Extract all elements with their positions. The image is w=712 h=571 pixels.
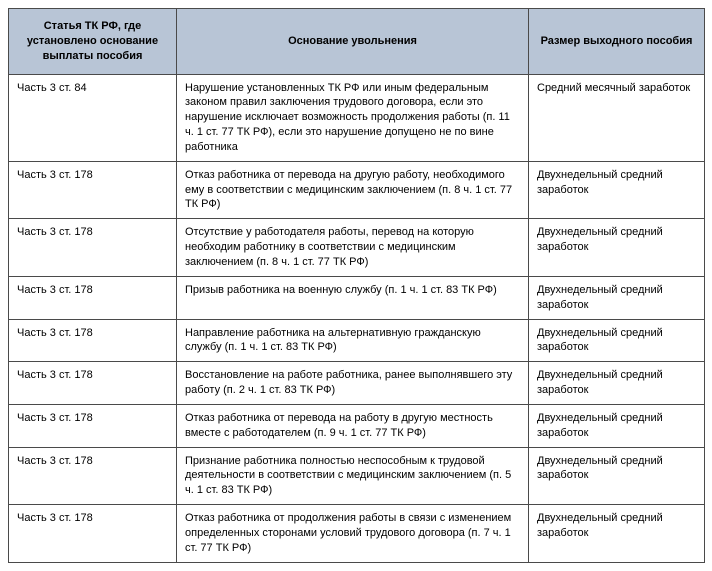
col-header-amount: Размер выходного пособия: [529, 9, 705, 75]
cell-article: Часть 3 ст. 84: [9, 74, 177, 161]
cell-amount: Двухнедельный средний заработок: [529, 276, 705, 319]
cell-reason: Призыв работника на военную службу (п. 1…: [177, 276, 529, 319]
table-row: Часть 3 ст. 178 Отказ работника от продо…: [9, 505, 705, 563]
cell-article: Часть 3 ст. 178: [9, 404, 177, 447]
table-row: Часть 3 ст. 178 Отказ работника от перев…: [9, 161, 705, 219]
cell-reason: Отказ работника от перевода на работу в …: [177, 404, 529, 447]
table-row: Часть 3 ст. 178 Направление работника на…: [9, 319, 705, 362]
cell-article: Часть 3 ст. 178: [9, 276, 177, 319]
cell-reason: Признание работника полностью неспособны…: [177, 447, 529, 505]
table-row: Часть 3 ст. 178 Восстановление на работе…: [9, 362, 705, 405]
cell-reason: Восстановление на работе работника, ране…: [177, 362, 529, 405]
cell-amount: Двухнедельный средний заработок: [529, 505, 705, 563]
cell-reason: Отказ работника от продолжения работы в …: [177, 505, 529, 563]
table-body: Часть 3 ст. 84 Нарушение установленных Т…: [9, 74, 705, 562]
cell-article: Часть 3 ст. 178: [9, 219, 177, 277]
cell-article: Часть 3 ст. 178: [9, 447, 177, 505]
cell-article: Часть 3 ст. 178: [9, 161, 177, 219]
table-row: Часть 3 ст. 178 Отказ работника от перев…: [9, 404, 705, 447]
cell-article: Часть 3 ст. 178: [9, 505, 177, 563]
table-header-row: Статья ТК РФ, где установлено основание …: [9, 9, 705, 75]
cell-reason: Направление работника на альтернативную …: [177, 319, 529, 362]
col-header-article: Статья ТК РФ, где установлено основание …: [9, 9, 177, 75]
cell-reason: Отсутствие у работодателя работы, перево…: [177, 219, 529, 277]
cell-article: Часть 3 ст. 178: [9, 319, 177, 362]
col-header-reason: Основание увольнения: [177, 9, 529, 75]
cell-amount: Двухнедельный средний заработок: [529, 161, 705, 219]
table-row: Часть 3 ст. 178 Признание работника полн…: [9, 447, 705, 505]
cell-reason: Отказ работника от перевода на другую ра…: [177, 161, 529, 219]
cell-amount: Двухнедельный средний заработок: [529, 319, 705, 362]
table-row: Часть 3 ст. 84 Нарушение установленных Т…: [9, 74, 705, 161]
table-row: Часть 3 ст. 178 Отсутствие у работодател…: [9, 219, 705, 277]
cell-amount: Двухнедельный средний заработок: [529, 404, 705, 447]
cell-reason: Нарушение установленных ТК РФ или иным ф…: [177, 74, 529, 161]
cell-amount: Двухнедельный средний заработок: [529, 447, 705, 505]
cell-amount: Средний месячный заработок: [529, 74, 705, 161]
cell-amount: Двухнедельный средний заработок: [529, 362, 705, 405]
table-row: Часть 3 ст. 178 Призыв работника на воен…: [9, 276, 705, 319]
severance-table: Статья ТК РФ, где установлено основание …: [8, 8, 705, 563]
cell-amount: Двухнедельный средний заработок: [529, 219, 705, 277]
cell-article: Часть 3 ст. 178: [9, 362, 177, 405]
